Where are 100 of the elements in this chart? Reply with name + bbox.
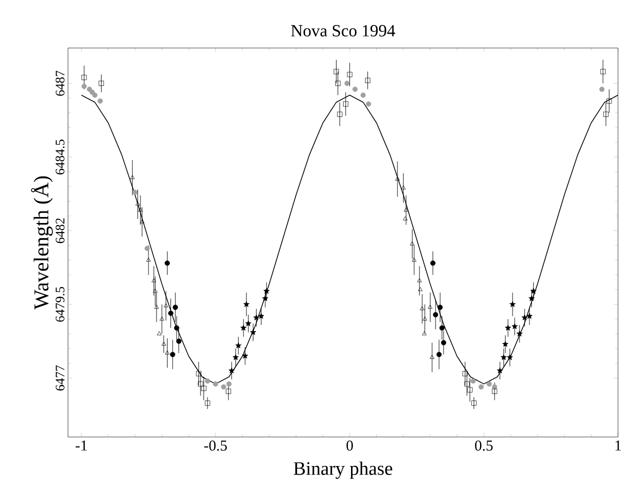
- point: [152, 288, 158, 293]
- point: [352, 86, 358, 92]
- point: [334, 68, 339, 74]
- point: [500, 354, 507, 360]
- point: [530, 288, 537, 294]
- point: [204, 378, 210, 384]
- point: [170, 352, 176, 358]
- point: [242, 352, 248, 359]
- point: [174, 325, 180, 331]
- point: [478, 384, 484, 390]
- point: [401, 185, 406, 190]
- y-tick-label: 6477: [56, 365, 64, 390]
- point: [467, 387, 473, 392]
- point: [430, 260, 436, 266]
- point: [436, 352, 442, 358]
- point: [438, 304, 443, 310]
- point: [98, 80, 104, 86]
- chart-title: Nova Sco 1994: [291, 25, 396, 36]
- point: [146, 258, 151, 262]
- point: [201, 386, 206, 391]
- point: [258, 312, 264, 319]
- point: [432, 312, 438, 318]
- point: [343, 101, 348, 107]
- point: [226, 381, 232, 387]
- point: [422, 316, 428, 321]
- point: [365, 78, 370, 84]
- x-tick-label: -1: [76, 440, 87, 450]
- point: [250, 329, 256, 335]
- point: [162, 342, 166, 346]
- point: [486, 381, 492, 387]
- point: [410, 241, 414, 246]
- y-tick-label: 6487: [56, 70, 64, 96]
- point: [422, 331, 427, 336]
- x-tick-label: -0.5: [204, 440, 227, 451]
- point: [172, 304, 178, 310]
- point: [135, 202, 140, 206]
- point: [417, 278, 422, 282]
- point: [504, 324, 512, 331]
- point: [402, 216, 408, 220]
- point: [204, 400, 210, 406]
- point: [347, 72, 352, 78]
- point: [516, 330, 523, 336]
- point: [335, 80, 341, 86]
- point: [603, 112, 609, 117]
- point: [90, 90, 95, 95]
- point: [512, 323, 518, 330]
- point: [262, 295, 268, 302]
- point: [132, 190, 138, 195]
- point: [232, 354, 239, 360]
- point: [243, 301, 250, 307]
- point: [528, 295, 535, 302]
- y-tick-label: 6482: [56, 218, 64, 244]
- y-tick-label: 6479.5: [56, 287, 64, 322]
- point: [502, 340, 508, 347]
- y-axis-title: Wavelength (Å): [31, 176, 53, 310]
- point: [418, 287, 423, 292]
- point: [176, 338, 182, 344]
- point: [164, 303, 168, 308]
- point: [82, 84, 87, 89]
- point: [130, 175, 135, 180]
- point: [600, 68, 606, 74]
- point: [506, 354, 513, 360]
- point: [253, 314, 260, 320]
- point: [164, 260, 170, 266]
- point: [140, 219, 144, 224]
- point: [470, 378, 476, 384]
- point: [496, 367, 503, 374]
- x-tick-label: 1: [616, 440, 621, 450]
- point: [156, 331, 162, 336]
- x-tick-label: 0: [346, 440, 353, 451]
- point: [492, 384, 498, 390]
- point: [522, 314, 528, 320]
- point: [160, 316, 164, 321]
- point: [98, 98, 103, 104]
- point: [337, 112, 342, 117]
- point: [212, 381, 218, 387]
- point: [144, 246, 150, 251]
- point: [366, 101, 372, 107]
- point: [492, 388, 498, 394]
- point: [168, 310, 174, 316]
- point: [221, 384, 226, 390]
- point: [82, 74, 87, 80]
- point: [462, 371, 468, 376]
- point: [441, 340, 446, 346]
- point: [196, 371, 202, 376]
- point: [152, 278, 156, 282]
- point: [228, 367, 235, 374]
- point: [360, 92, 366, 98]
- x-tick-label: 0.5: [475, 440, 493, 451]
- point: [471, 400, 477, 406]
- point: [599, 86, 604, 92]
- point: [226, 388, 232, 394]
- point: [263, 288, 270, 294]
- point: [344, 80, 350, 86]
- y-tick-label: 6484.5: [56, 140, 64, 174]
- point: [439, 325, 445, 331]
- point: [235, 342, 242, 348]
- point: [420, 306, 424, 310]
- point: [526, 312, 533, 319]
- x-axis-title: Binary phase: [294, 462, 392, 479]
